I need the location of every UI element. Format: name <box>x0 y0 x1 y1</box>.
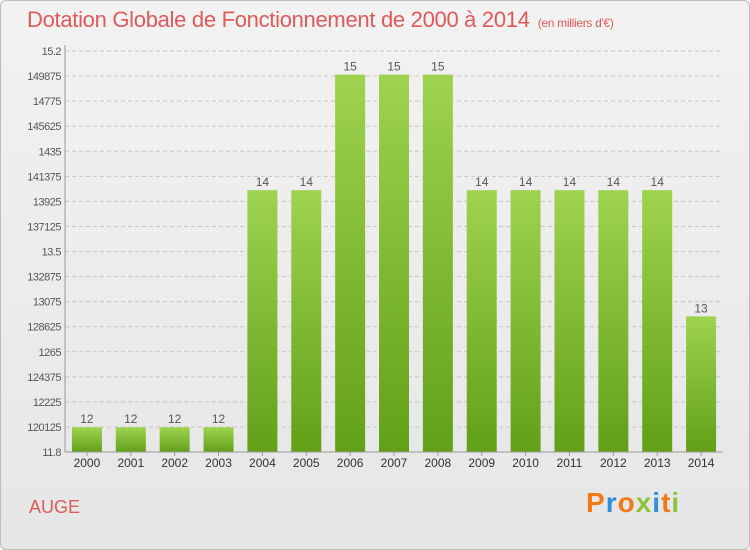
bar-2004 <box>247 190 278 452</box>
value-label: 14 <box>519 175 533 189</box>
bar-2012 <box>598 190 629 452</box>
logo-letter: o <box>617 487 636 518</box>
bar-2000 <box>71 427 102 452</box>
value-label: 15 <box>387 60 401 74</box>
y-tick-label: 149875 <box>27 71 61 83</box>
bar-2011 <box>554 190 585 452</box>
x-tick-label: 2002 <box>161 456 188 470</box>
y-tick-label: 14775 <box>33 96 61 108</box>
value-label: 12 <box>212 412 226 426</box>
y-tick-label: 1265 <box>39 347 62 359</box>
x-tick-label: 2010 <box>512 456 539 470</box>
proxiti-logo: Proxiti <box>586 487 680 519</box>
y-tick-label: 145625 <box>27 121 61 133</box>
y-tick-label: 15.2 <box>42 46 62 58</box>
logo-letter: i <box>671 487 681 518</box>
logo-letter: P <box>586 487 606 518</box>
x-tick-label: 2006 <box>337 456 364 470</box>
x-tick-label: 2009 <box>468 456 495 470</box>
x-tick-label: 2005 <box>293 456 320 470</box>
y-tick-label: 13075 <box>33 297 61 309</box>
chart-title: Dotation Globale de Fonctionnement de 20… <box>27 7 614 33</box>
value-label: 14 <box>475 175 489 189</box>
x-tick-label: 2013 <box>644 456 671 470</box>
value-label: 14 <box>607 175 621 189</box>
x-tick-label: 2003 <box>205 456 232 470</box>
logo-letter: r <box>605 487 618 518</box>
value-label: 14 <box>300 175 314 189</box>
bar-2013 <box>642 190 673 452</box>
x-tick-label: 2011 <box>557 456 583 470</box>
y-tick-label: 11.8 <box>42 447 61 459</box>
value-label: 14 <box>651 175 665 189</box>
bar-2003 <box>203 427 234 452</box>
y-tick-label: 120125 <box>27 422 61 434</box>
bar-2010 <box>510 190 541 452</box>
bar-2008 <box>422 74 453 453</box>
value-label: 12 <box>124 412 138 426</box>
y-tick-label: 128625 <box>27 322 61 334</box>
bar-2005 <box>291 190 322 452</box>
y-tick-label: 13.5 <box>42 247 62 259</box>
x-tick-label: 2007 <box>381 456 408 470</box>
bar-2002 <box>159 427 190 452</box>
value-label: 13 <box>694 301 708 315</box>
x-tick-label: 2008 <box>425 456 452 470</box>
x-tick-label: 2014 <box>688 456 715 470</box>
y-tick-label: 1435 <box>39 146 62 158</box>
value-label: 15 <box>431 60 445 74</box>
y-tick-label: 137125 <box>27 221 61 233</box>
value-label: 15 <box>343 60 357 74</box>
bar-2014 <box>686 316 717 452</box>
y-tick-label: 12225 <box>33 397 61 409</box>
x-tick-label: 2012 <box>600 456 627 470</box>
x-tick-label: 2001 <box>117 456 144 470</box>
y-tick-label: 141375 <box>27 171 61 183</box>
value-label: 12 <box>80 412 94 426</box>
x-tick-label: 2000 <box>74 456 101 470</box>
value-label: 12 <box>168 412 182 426</box>
bar-2001 <box>115 427 146 452</box>
chart-title-text: Dotation Globale de Fonctionnement de 20… <box>27 7 530 32</box>
bar-2007 <box>379 74 409 453</box>
logo-letter: i <box>652 487 662 518</box>
unit-note: (en milliers d'€) <box>537 16 614 30</box>
x-tick-label: 2004 <box>249 456 276 470</box>
bar-2009 <box>466 190 497 452</box>
logo-letter: t <box>661 487 672 518</box>
bar-2006 <box>335 74 366 453</box>
value-label: 14 <box>256 175 270 189</box>
y-tick-label: 124375 <box>27 372 61 384</box>
value-label: 14 <box>563 175 577 189</box>
place-name: AUGE <box>29 497 81 517</box>
y-tick-label: 132875 <box>27 272 61 284</box>
logo-letter: x <box>635 487 653 518</box>
y-tick-label: 13925 <box>33 196 61 208</box>
